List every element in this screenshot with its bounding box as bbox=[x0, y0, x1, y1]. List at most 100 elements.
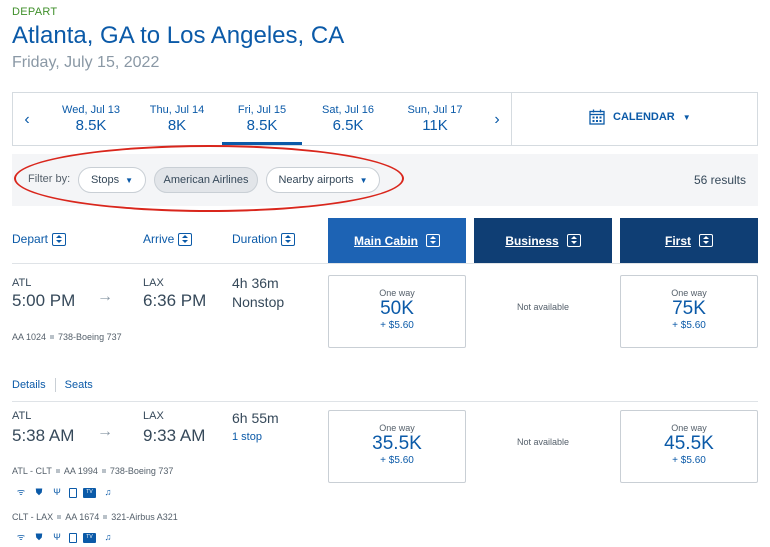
caret-down-icon: ▼ bbox=[359, 175, 368, 185]
first-fare[interactable]: One way 75K + $5.60 bbox=[620, 275, 758, 348]
sort-icon bbox=[699, 234, 713, 247]
main-cabin-fare[interactable]: One way 35.5K + $5.60 bbox=[328, 410, 466, 483]
airline-filter[interactable]: American Airlines bbox=[154, 167, 258, 193]
tv-icon: TV bbox=[83, 487, 96, 498]
fare-label: One way bbox=[671, 288, 707, 298]
main-cabin-fare[interactable]: One way 50K + $5.60 bbox=[328, 275, 466, 348]
divider bbox=[12, 401, 758, 402]
travel-date: Friday, July 15, 2022 bbox=[12, 54, 160, 71]
date-option[interactable]: Thu, Jul 14 8K bbox=[145, 93, 209, 145]
date-label: Wed, Jul 13 bbox=[62, 104, 120, 116]
flight-links: Details Seats bbox=[12, 378, 93, 392]
tv-icon: TV bbox=[83, 532, 96, 543]
arrive-time: 6:36 PM bbox=[143, 291, 207, 310]
filter-label: Filter by: bbox=[28, 173, 71, 185]
nearby-airports-filter[interactable]: Nearby airports ▼ bbox=[266, 167, 380, 193]
flight-number: AA 1994 bbox=[63, 466, 98, 476]
depart-time: 5:38 AM bbox=[12, 426, 75, 445]
details-link[interactable]: Details bbox=[12, 379, 46, 391]
flight-duration: 6h 55m bbox=[232, 410, 279, 426]
caret-down-icon: ▼ bbox=[682, 112, 691, 122]
sort-icon bbox=[52, 232, 67, 246]
fare-miles: 35.5K bbox=[372, 433, 422, 454]
wifi-icon: ᯤ bbox=[16, 532, 26, 542]
date-option[interactable]: Sun, Jul 17 11K bbox=[403, 93, 467, 145]
seats-link[interactable]: Seats bbox=[64, 379, 93, 391]
fare-label: One way bbox=[671, 423, 707, 433]
shield-icon: ⛊ bbox=[35, 532, 43, 542]
segment-info: CLT - LAX AA 1674 321-Airbus A321 bbox=[12, 512, 178, 522]
depart-time: 5:00 PM bbox=[12, 291, 76, 310]
phone-icon bbox=[69, 532, 77, 543]
aircraft: 738-Boeing 737 bbox=[58, 332, 122, 342]
divider bbox=[511, 93, 512, 145]
sort-icon bbox=[281, 232, 296, 246]
fare-miles: 75K bbox=[672, 298, 706, 319]
sort-duration[interactable]: Duration bbox=[232, 232, 296, 246]
depart-header: Depart bbox=[12, 232, 49, 246]
arrive-header: Arrive bbox=[143, 232, 175, 246]
date-option[interactable]: Wed, Jul 13 8.5K bbox=[59, 93, 123, 145]
results-count: 56 results bbox=[693, 173, 746, 187]
wifi-icon: ᯤ bbox=[16, 487, 26, 497]
separator-dot bbox=[50, 335, 55, 340]
fare-label: One way bbox=[379, 288, 415, 298]
arrow-right-icon: → bbox=[97, 423, 113, 440]
business-header[interactable]: Business bbox=[474, 218, 612, 263]
date-option[interactable]: Sat, Jul 16 6.5K bbox=[316, 93, 380, 145]
segment-info: ATL - CLT AA 1994 738-Boeing 737 bbox=[12, 466, 173, 476]
sort-icon bbox=[426, 234, 440, 247]
first-header[interactable]: First bbox=[620, 218, 758, 263]
main-cabin-label: Main Cabin bbox=[353, 233, 418, 248]
date-option-selected[interactable]: Fri, Jul 15 8.5K bbox=[222, 93, 302, 145]
stops-info: Nonstop bbox=[232, 294, 285, 310]
origin-code: ATL bbox=[12, 410, 32, 422]
sort-icon bbox=[566, 234, 581, 247]
date-price: 8.5K bbox=[246, 117, 278, 134]
chevron-right-icon[interactable]: › bbox=[494, 111, 500, 128]
flight-duration: 4h 36m bbox=[232, 275, 279, 291]
fare-label: One way bbox=[379, 423, 415, 433]
fare-tax: + $5.60 bbox=[672, 320, 706, 331]
usb-icon: Ψ bbox=[53, 487, 61, 497]
amenities-row: ᯤ ⛊ Ψ TV ♫ bbox=[15, 487, 114, 498]
flight-number: AA 1024 bbox=[12, 332, 47, 342]
arrive-time: 9:33 AM bbox=[143, 426, 206, 445]
arrow-right-icon: → bbox=[97, 288, 113, 305]
separator-dot bbox=[57, 515, 62, 520]
fare-miles: 45.5K bbox=[664, 433, 714, 454]
business-unavailable: Not available bbox=[516, 302, 570, 312]
fare-tax: + $5.60 bbox=[672, 455, 706, 466]
sort-arrive[interactable]: Arrive bbox=[143, 232, 193, 246]
date-label: Thu, Jul 14 bbox=[149, 104, 205, 116]
calendar-button[interactable]: CALENDAR ▼ bbox=[589, 109, 691, 125]
airline-filter-label: American Airlines bbox=[163, 174, 249, 186]
destination-code: LAX bbox=[143, 410, 164, 422]
calendar-label: CALENDAR bbox=[613, 111, 675, 123]
flight-number: AA 1674 bbox=[65, 512, 100, 522]
divider bbox=[54, 378, 56, 392]
amenities-row: ᯤ ⛊ Ψ TV ♫ bbox=[15, 532, 114, 543]
sort-icon bbox=[178, 232, 193, 246]
segment-route: CLT - LAX bbox=[12, 512, 54, 522]
segment-route: ATL - CLT bbox=[12, 466, 52, 476]
caret-down-icon: ▼ bbox=[125, 175, 134, 185]
usb-icon: Ψ bbox=[53, 532, 61, 542]
duration-header: Duration bbox=[232, 232, 278, 246]
stops-filter[interactable]: Stops ▼ bbox=[78, 167, 146, 193]
aircraft: 738-Boeing 737 bbox=[109, 466, 174, 476]
flight-info: AA 1024 738-Boeing 737 bbox=[12, 332, 122, 342]
sort-depart[interactable]: Depart bbox=[12, 232, 67, 246]
separator-dot bbox=[55, 469, 60, 474]
stops-link[interactable]: 1 stop bbox=[232, 431, 262, 443]
main-cabin-header[interactable]: Main Cabin bbox=[328, 218, 466, 263]
origin-code: ATL bbox=[12, 277, 32, 289]
destination-code: LAX bbox=[143, 277, 164, 289]
date-price: 8.5K bbox=[75, 117, 107, 134]
first-fare[interactable]: One way 45.5K + $5.60 bbox=[620, 410, 758, 483]
separator-dot bbox=[103, 515, 108, 520]
first-label: First bbox=[664, 233, 691, 248]
filter-bar: Filter by: Stops ▼ American Airlines Nea… bbox=[12, 154, 758, 206]
chevron-left-icon[interactable]: ‹ bbox=[24, 111, 30, 128]
business-unavailable: Not available bbox=[516, 437, 570, 447]
